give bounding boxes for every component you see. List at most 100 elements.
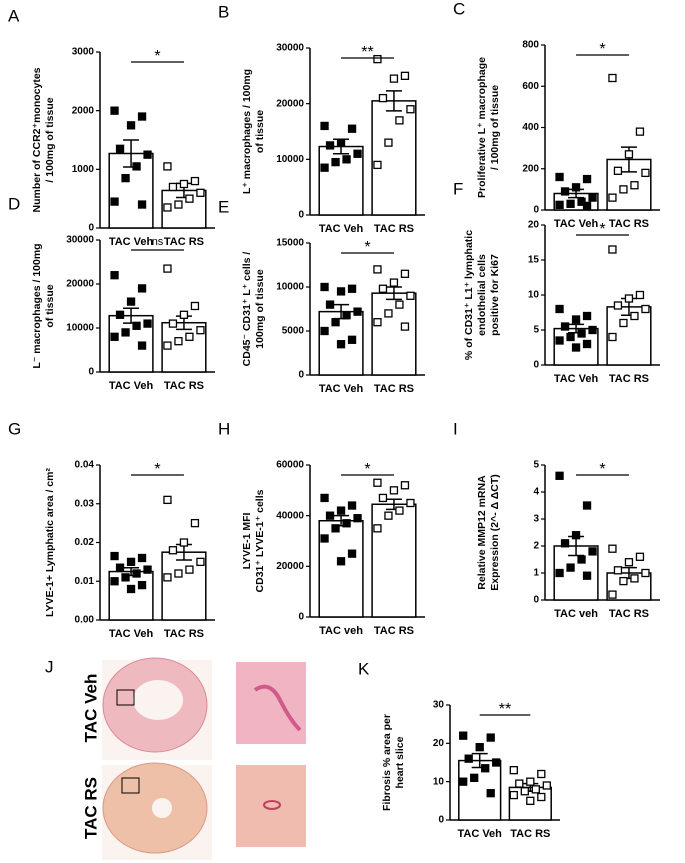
y-tick-label: 1: [533, 568, 539, 579]
data-point: [526, 777, 535, 786]
data-point: [143, 319, 152, 328]
x-tick-label: TAC RS: [164, 236, 204, 248]
y-axis-label: CD31⁺ LYVE-1⁺ cells: [254, 489, 266, 592]
data-point: [163, 264, 172, 273]
y-axis-label: endothelial cells: [476, 254, 488, 336]
y-axis-label: CD45⁻ CD31⁺ L⁺ cells /: [241, 252, 253, 367]
data-point: [331, 157, 340, 167]
data-point: [481, 764, 490, 773]
zoom-image: [236, 662, 306, 744]
data-point: [110, 271, 119, 280]
row-label: TAC RS: [81, 777, 100, 839]
chart: A Number of CCR2⁺monocytes/ 100mg of tiss…: [8, 6, 215, 248]
data-point: [110, 106, 119, 115]
data-point: [641, 568, 650, 578]
data-point: [608, 544, 617, 553]
data-point: [185, 194, 194, 203]
y-tick-label: 0: [298, 370, 304, 381]
y-tick-label: 30000: [276, 43, 304, 54]
y-tick-label: 0: [298, 210, 304, 221]
data-point: [577, 329, 586, 338]
data-point: [185, 565, 194, 574]
significance: *: [599, 221, 605, 238]
data-point: [520, 787, 529, 796]
data-point: [115, 310, 125, 319]
data-point: [619, 185, 628, 194]
significance: *: [599, 41, 605, 58]
panel-letter: C: [453, 0, 465, 18]
data-point: [143, 565, 152, 574]
data-point: [608, 73, 617, 83]
data-point: [400, 322, 410, 331]
data-point: [190, 518, 200, 528]
y-tick-label: 0: [533, 360, 539, 371]
y-axis-label: LYVE-1+ Lymphatic area / cm²: [44, 468, 56, 617]
data-point: [560, 322, 570, 331]
data-point: [641, 304, 650, 314]
y-tick-label: 0: [298, 612, 304, 623]
data-point: [143, 150, 152, 159]
data-point: [566, 199, 575, 208]
y-axis-label: of tissue: [254, 110, 266, 153]
y-axis-label: positive for Ki67: [489, 254, 501, 336]
data-point: [582, 174, 592, 184]
data-point: [347, 124, 357, 133]
y-tick-label: 200: [522, 163, 539, 174]
data-point: [619, 576, 628, 586]
panel-letter: F: [453, 179, 463, 198]
data-point: [624, 558, 634, 567]
data-point: [137, 553, 147, 563]
y-axis-label: Relative MMP12 mRNA: [476, 475, 488, 590]
data-point: [475, 743, 484, 752]
data-point: [325, 511, 335, 520]
data-point: [619, 318, 628, 328]
y-tick-label: 3: [533, 514, 539, 525]
y-tick-label: 20000: [66, 279, 94, 290]
histology: J TAC Veh TAC RS: [45, 657, 306, 860]
data-point: [174, 569, 183, 578]
data-point: [406, 291, 415, 300]
data-point: [582, 311, 592, 321]
data-point: [179, 179, 189, 189]
data-point: [378, 93, 388, 103]
y-tick-label: 0.02: [75, 537, 95, 548]
y-tick-label: 400: [522, 122, 539, 133]
data-point: [179, 538, 189, 547]
data-point: [555, 336, 564, 345]
data-point: [555, 200, 564, 209]
data-point: [384, 138, 393, 147]
data-point: [537, 792, 546, 802]
data-point: [126, 121, 136, 130]
stain: [253, 684, 302, 732]
data-point: [347, 284, 357, 293]
data-point: [486, 733, 495, 742]
data-point: [624, 294, 634, 303]
data-point: [353, 514, 362, 523]
data-point: [121, 173, 130, 183]
data-point: [608, 193, 617, 202]
y-tick-label: 600: [522, 81, 539, 92]
y-tick-label: 30: [433, 700, 445, 711]
data-point: [347, 335, 357, 344]
data-point: [459, 731, 468, 740]
data-point: [555, 568, 564, 578]
data-point: [373, 478, 382, 487]
data-point: [571, 531, 581, 540]
y-tick-label: 5000: [282, 326, 305, 337]
y-tick-label: 10000: [276, 154, 304, 165]
data-point: [373, 160, 382, 170]
data-point: [325, 141, 335, 150]
data-point: [582, 339, 592, 349]
data-point: [555, 172, 564, 182]
data-point: [470, 773, 479, 782]
data-point: [137, 112, 147, 121]
data-point: [384, 309, 393, 318]
chart: H LYVE-1 MFI CD31⁺ LYVE-1⁺ cells 0 20000 4000…: [218, 419, 425, 637]
data-point: [342, 311, 351, 320]
data-point: [641, 168, 650, 178]
x-tick-label: TAC RS: [510, 828, 550, 840]
data-point: [196, 188, 205, 197]
y-axis-label: of tissue: [44, 284, 56, 327]
significance: *: [364, 239, 370, 256]
